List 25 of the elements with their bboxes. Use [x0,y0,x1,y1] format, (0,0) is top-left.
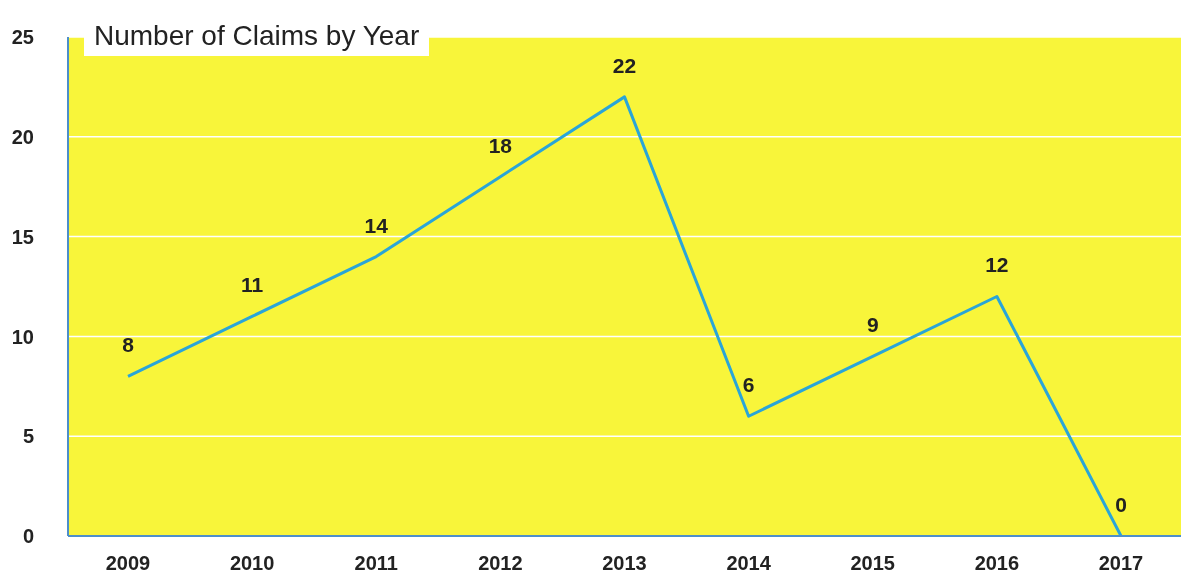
y-tick-label: 15 [11,225,34,248]
data-label: 14 [364,213,389,237]
x-tick-label: 2016 [974,552,1020,575]
x-tick-label: 2012 [478,552,523,575]
y-tick-label: 0 [22,525,34,548]
data-label: 8 [122,333,135,357]
data-label: 9 [866,313,879,337]
data-label: 11 [241,273,264,297]
y-tick-label: 5 [22,425,34,448]
data-label: 12 [985,253,1009,277]
data-label: 6 [742,373,755,397]
x-tick-label: 2015 [850,552,895,575]
x-tick-label: 2010 [229,552,275,575]
x-tick-label: 2014 [726,552,772,575]
data-label: 22 [612,53,637,77]
y-tick-label: 20 [11,125,34,148]
x-tick-label: 2009 [105,552,151,575]
chart-title: Number of Claims by Year [84,16,430,56]
x-tick-label: 2017 [1098,552,1144,575]
data-label: 18 [488,133,513,157]
data-label: 0 [1115,493,1127,516]
x-tick-label: 2013 [602,552,647,575]
y-tick-label: 25 [11,26,34,49]
x-tick-label: 2011 [354,552,398,575]
y-tick-label: 10 [11,325,34,348]
